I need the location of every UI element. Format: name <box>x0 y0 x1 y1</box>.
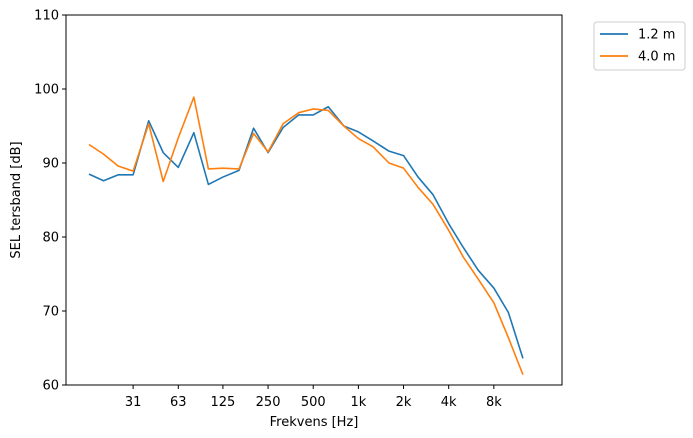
y-tick-label: 80 <box>42 231 59 246</box>
series-line-2 <box>88 96 524 375</box>
series-layer <box>88 96 524 375</box>
y-axis: 60 70 80 90 100 110 <box>34 9 66 394</box>
x-tick-label: 250 <box>256 395 281 410</box>
x-tick-label: 8k <box>486 395 502 410</box>
y-tick-label: 70 <box>42 305 59 320</box>
x-tick-label: 500 <box>301 395 326 410</box>
x-tick-label: 2k <box>396 395 412 410</box>
y-tick-label: 90 <box>42 157 59 172</box>
plot-frame <box>65 14 563 386</box>
series-line-1 <box>88 105 524 359</box>
x-tick-label: 1k <box>350 395 366 410</box>
y-tick-label: 100 <box>34 83 59 98</box>
x-axis-label: Frekvens [Hz] <box>270 415 359 430</box>
y-axis-label: SEL tersband [dB] <box>9 141 24 258</box>
x-tick-label: 4k <box>441 395 457 410</box>
x-tick-label: 63 <box>170 395 187 410</box>
legend: 1.2 m 4.0 m <box>593 21 686 71</box>
x-axis: 31 63 125 250 500 1k 2k 4k 8k <box>125 385 502 410</box>
x-tick-label: 125 <box>211 395 236 410</box>
x-tick-label: 31 <box>125 395 142 410</box>
legend-label-1: 1.2 m <box>638 28 675 43</box>
legend-label-2: 4.0 m <box>638 50 675 65</box>
plot-area <box>88 96 524 375</box>
y-tick-label: 110 <box>34 9 59 24</box>
y-tick-label: 60 <box>42 379 59 394</box>
